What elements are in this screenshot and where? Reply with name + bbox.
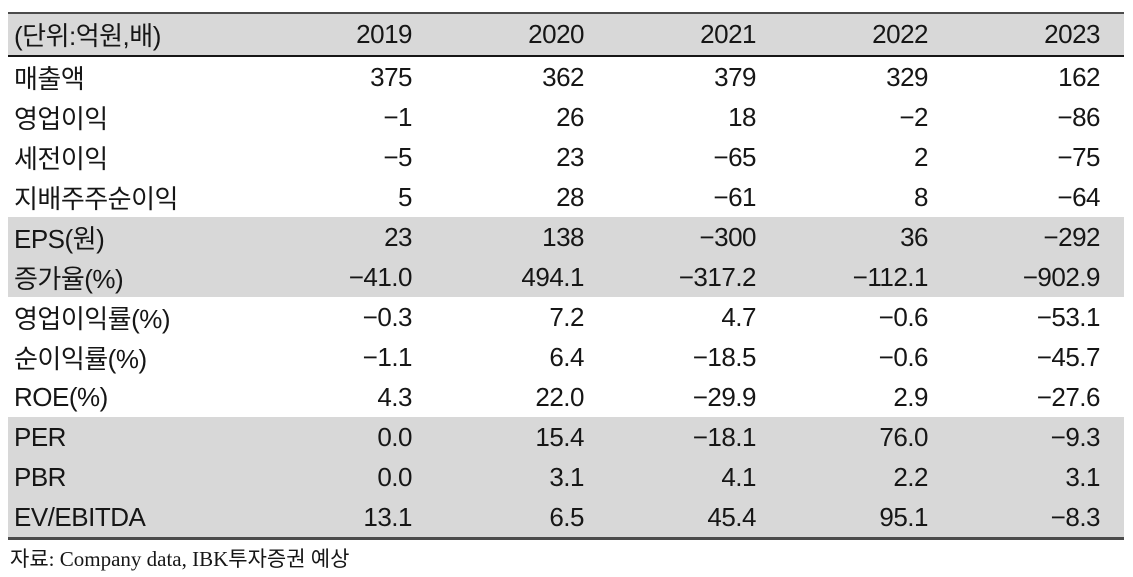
table-cell: 162	[1058, 61, 1100, 92]
table-cell: 3.1	[549, 461, 584, 492]
table-cell: 379	[714, 61, 756, 92]
table-header-row: (단위:억원,배) 2019 2020 2021 2022 2023	[8, 14, 1124, 57]
table-cell: −2	[899, 101, 928, 132]
table-cell: −292	[1043, 221, 1100, 252]
table-row-controlling-net-income: 지배주주순이익 5 28 −61 8 −64	[8, 177, 1124, 217]
table-row-operating-margin: 영업이익률(%) −0.3 7.2 4.7 −0.6 −53.1	[8, 297, 1124, 337]
table-row-eps: EPS(원) 23 138 −300 36 −292	[8, 217, 1124, 257]
financial-summary-table: (단위:억원,배) 2019 2020 2021 2022 2023 매출액 3…	[8, 12, 1124, 540]
table-cell: −1	[383, 101, 412, 132]
row-label: 매출액	[14, 63, 85, 94]
table-cell: 95.1	[879, 501, 928, 532]
table-cell: −18.1	[692, 421, 757, 452]
table-cell: 22.0	[535, 381, 584, 412]
table-cell: −86	[1057, 101, 1100, 132]
table-cell: 23	[384, 221, 412, 252]
table-cell: −9.3	[1050, 421, 1101, 452]
table-cell: 4.3	[377, 381, 412, 412]
table-cell: −0.6	[878, 301, 929, 332]
source-note: 자료: Company data, IBK투자증권 예상	[10, 547, 350, 571]
table-cell: 45.4	[707, 501, 756, 532]
table-row-pretax-profit: 세전이익 −5 23 −65 2 −75	[8, 137, 1124, 177]
table-cell: −65	[713, 141, 756, 172]
table-cell: 375	[370, 61, 412, 92]
table-row-net-margin: 순이익률(%) −1.1 6.4 −18.5 −0.6 −45.7	[8, 337, 1124, 377]
table-cell: −1.1	[362, 341, 413, 372]
table-cell: 8	[914, 181, 928, 212]
table-cell: −902.9	[1022, 261, 1101, 292]
table-row-revenue: 매출액 375 362 379 329 162	[8, 57, 1124, 97]
table-cell: 18	[728, 101, 756, 132]
table-cell: −61	[713, 181, 756, 212]
table-cell: 36	[900, 221, 928, 252]
table-cell: 0.0	[377, 461, 412, 492]
table-cell: −317.2	[678, 261, 757, 292]
table-row-operating-profit: 영업이익 −1 26 18 −2 −86	[8, 97, 1124, 137]
table-cell: 6.4	[549, 341, 584, 372]
table-cell: −27.6	[1036, 381, 1101, 412]
table-cell: 494.1	[521, 261, 584, 292]
column-header-2020: 2020	[528, 19, 584, 49]
table-cell: −53.1	[1036, 301, 1101, 332]
row-label: ROE(%)	[14, 381, 108, 412]
table-cell: −112.1	[852, 261, 929, 292]
table-row-eps-growth: 증가율(%) −41.0 494.1 −317.2 −112.1 −902.9	[8, 257, 1124, 297]
column-header-2023: 2023	[1044, 19, 1100, 49]
table-cell: −64	[1057, 181, 1100, 212]
table-row-roe: ROE(%) 4.3 22.0 −29.9 2.9 −27.6	[8, 377, 1124, 417]
column-header-2021: 2021	[700, 19, 756, 49]
column-header-2019: 2019	[356, 19, 412, 49]
table-row-ev-ebitda: EV/EBITDA 13.1 6.5 45.4 95.1 −8.3	[8, 497, 1124, 537]
table-cell: 28	[556, 181, 584, 212]
table-cell: −41.0	[348, 261, 413, 292]
table-cell: −29.9	[692, 381, 757, 412]
row-label: PER	[14, 421, 66, 452]
table-cell: 13.1	[363, 501, 412, 532]
row-label: 영업이익률(%)	[14, 303, 171, 334]
unit-label: (단위:억원,배)	[14, 21, 161, 51]
column-header-2022: 2022	[872, 19, 928, 49]
table-cell: 4.7	[721, 301, 756, 332]
table-cell: 138	[542, 221, 584, 252]
table-cell: 26	[556, 101, 584, 132]
row-label: EPS(원)	[14, 223, 105, 254]
table-cell: −18.5	[692, 341, 757, 372]
table-cell: 362	[542, 61, 584, 92]
row-label: 지배주주순이익	[14, 183, 178, 214]
table-cell: 6.5	[549, 501, 584, 532]
table-cell: −45.7	[1036, 341, 1101, 372]
table-cell: 3.1	[1065, 461, 1100, 492]
row-label: 증가율(%)	[14, 263, 124, 294]
table-cell: 329	[886, 61, 928, 92]
table-cell: −75	[1057, 141, 1100, 172]
table-cell: 2	[914, 141, 928, 172]
table-cell: 15.4	[535, 421, 584, 452]
table-cell: 2.2	[893, 461, 928, 492]
table-cell: 5	[398, 181, 412, 212]
row-label: EV/EBITDA	[14, 501, 146, 532]
row-label: 영업이익	[14, 103, 108, 134]
table-cell: −300	[699, 221, 756, 252]
row-label: 세전이익	[14, 143, 108, 174]
table-cell: 7.2	[549, 301, 584, 332]
table-cell: −0.3	[362, 301, 413, 332]
row-label: PBR	[14, 461, 66, 492]
table-row-pbr: PBR 0.0 3.1 4.1 2.2 3.1	[8, 457, 1124, 497]
table-cell: 23	[556, 141, 584, 172]
table-cell: 0.0	[377, 421, 412, 452]
table-cell: 76.0	[879, 421, 928, 452]
table-cell: 2.9	[893, 381, 928, 412]
table-cell: 4.1	[721, 461, 756, 492]
table-cell: −0.6	[878, 341, 929, 372]
table-row-per: PER 0.0 15.4 −18.1 76.0 −9.3	[8, 417, 1124, 457]
table-cell: −5	[383, 141, 412, 172]
row-label: 순이익률(%)	[14, 343, 147, 374]
table-cell: −8.3	[1050, 501, 1101, 532]
